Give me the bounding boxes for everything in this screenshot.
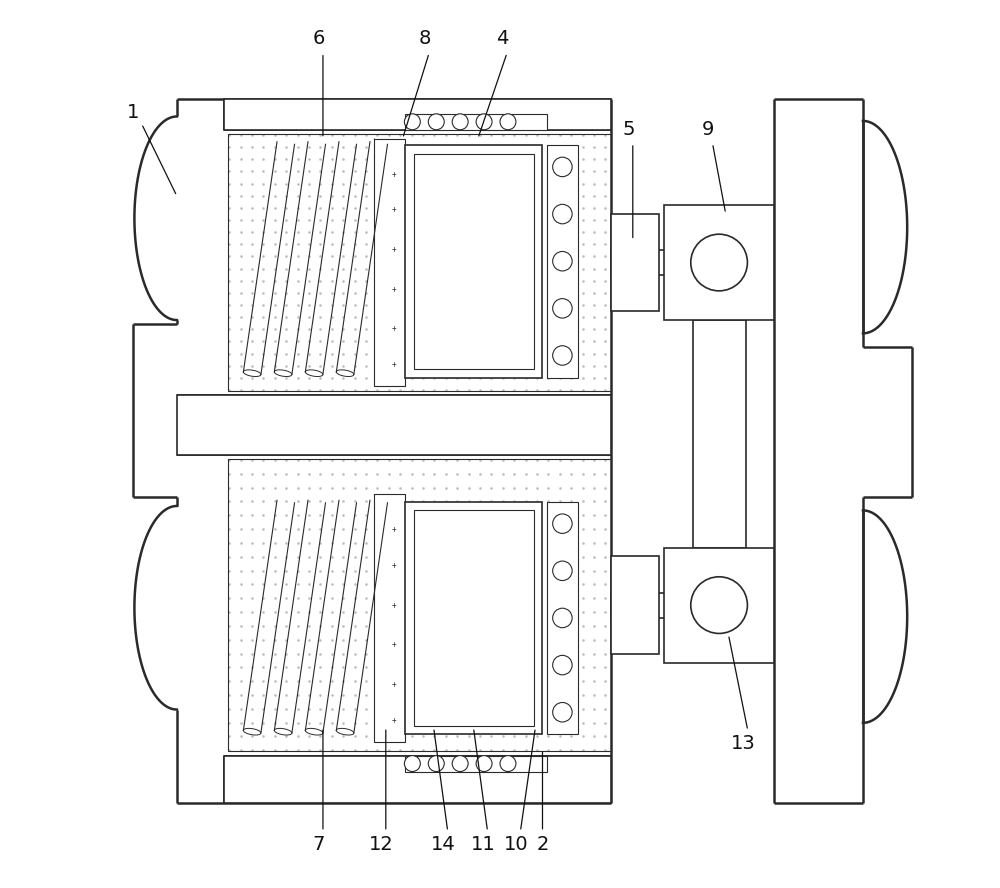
Circle shape: [452, 756, 468, 772]
Bar: [664, 205, 774, 320]
Text: 8: 8: [419, 29, 431, 48]
Bar: [414, 154, 534, 369]
Circle shape: [404, 756, 420, 772]
Text: 10: 10: [504, 835, 528, 853]
Bar: [228, 459, 611, 751]
Text: 14: 14: [431, 835, 456, 853]
Bar: [177, 395, 611, 455]
Bar: [228, 134, 611, 391]
Circle shape: [553, 345, 572, 365]
Circle shape: [428, 114, 444, 130]
Bar: [611, 592, 668, 617]
Circle shape: [476, 114, 492, 130]
Circle shape: [553, 702, 572, 722]
Bar: [224, 455, 611, 756]
Bar: [693, 320, 746, 548]
Text: 2: 2: [536, 835, 549, 853]
Text: 1: 1: [126, 102, 139, 122]
Circle shape: [553, 561, 572, 581]
Text: 6: 6: [312, 29, 325, 48]
Bar: [374, 495, 405, 742]
Bar: [611, 250, 668, 275]
Circle shape: [691, 234, 747, 291]
Bar: [664, 548, 774, 662]
Text: +: +: [391, 205, 396, 214]
Bar: [405, 145, 542, 377]
Circle shape: [553, 298, 572, 318]
Circle shape: [500, 114, 516, 130]
Text: +: +: [391, 245, 396, 254]
Bar: [405, 114, 547, 130]
Text: +: +: [391, 561, 396, 570]
Text: +: +: [391, 640, 396, 649]
Text: 9: 9: [702, 120, 714, 139]
Circle shape: [553, 204, 572, 224]
Text: 11: 11: [471, 835, 496, 853]
Bar: [374, 139, 405, 386]
Text: +: +: [391, 716, 396, 725]
Bar: [224, 99, 611, 130]
Bar: [224, 130, 611, 395]
Text: 12: 12: [369, 835, 394, 853]
Bar: [405, 756, 547, 772]
Text: +: +: [391, 284, 396, 294]
Bar: [547, 502, 578, 734]
Text: 7: 7: [312, 835, 325, 853]
Circle shape: [553, 157, 572, 177]
Bar: [611, 214, 659, 311]
Text: +: +: [391, 170, 396, 178]
Text: +: +: [391, 600, 396, 609]
Circle shape: [500, 756, 516, 772]
Bar: [224, 756, 611, 803]
Text: 13: 13: [731, 733, 756, 753]
Text: +: +: [391, 680, 396, 689]
Bar: [405, 502, 542, 734]
Circle shape: [553, 251, 572, 271]
Circle shape: [553, 608, 572, 628]
Bar: [611, 557, 659, 654]
Text: +: +: [391, 526, 396, 535]
Circle shape: [553, 514, 572, 534]
Circle shape: [553, 655, 572, 675]
Circle shape: [404, 114, 420, 130]
Circle shape: [428, 756, 444, 772]
Circle shape: [452, 114, 468, 130]
Circle shape: [476, 756, 492, 772]
Text: +: +: [391, 360, 396, 369]
Text: +: +: [391, 324, 396, 333]
Text: 5: 5: [622, 120, 635, 139]
Text: 4: 4: [496, 29, 509, 48]
Circle shape: [691, 577, 747, 633]
Bar: [547, 145, 578, 377]
Bar: [414, 511, 534, 725]
